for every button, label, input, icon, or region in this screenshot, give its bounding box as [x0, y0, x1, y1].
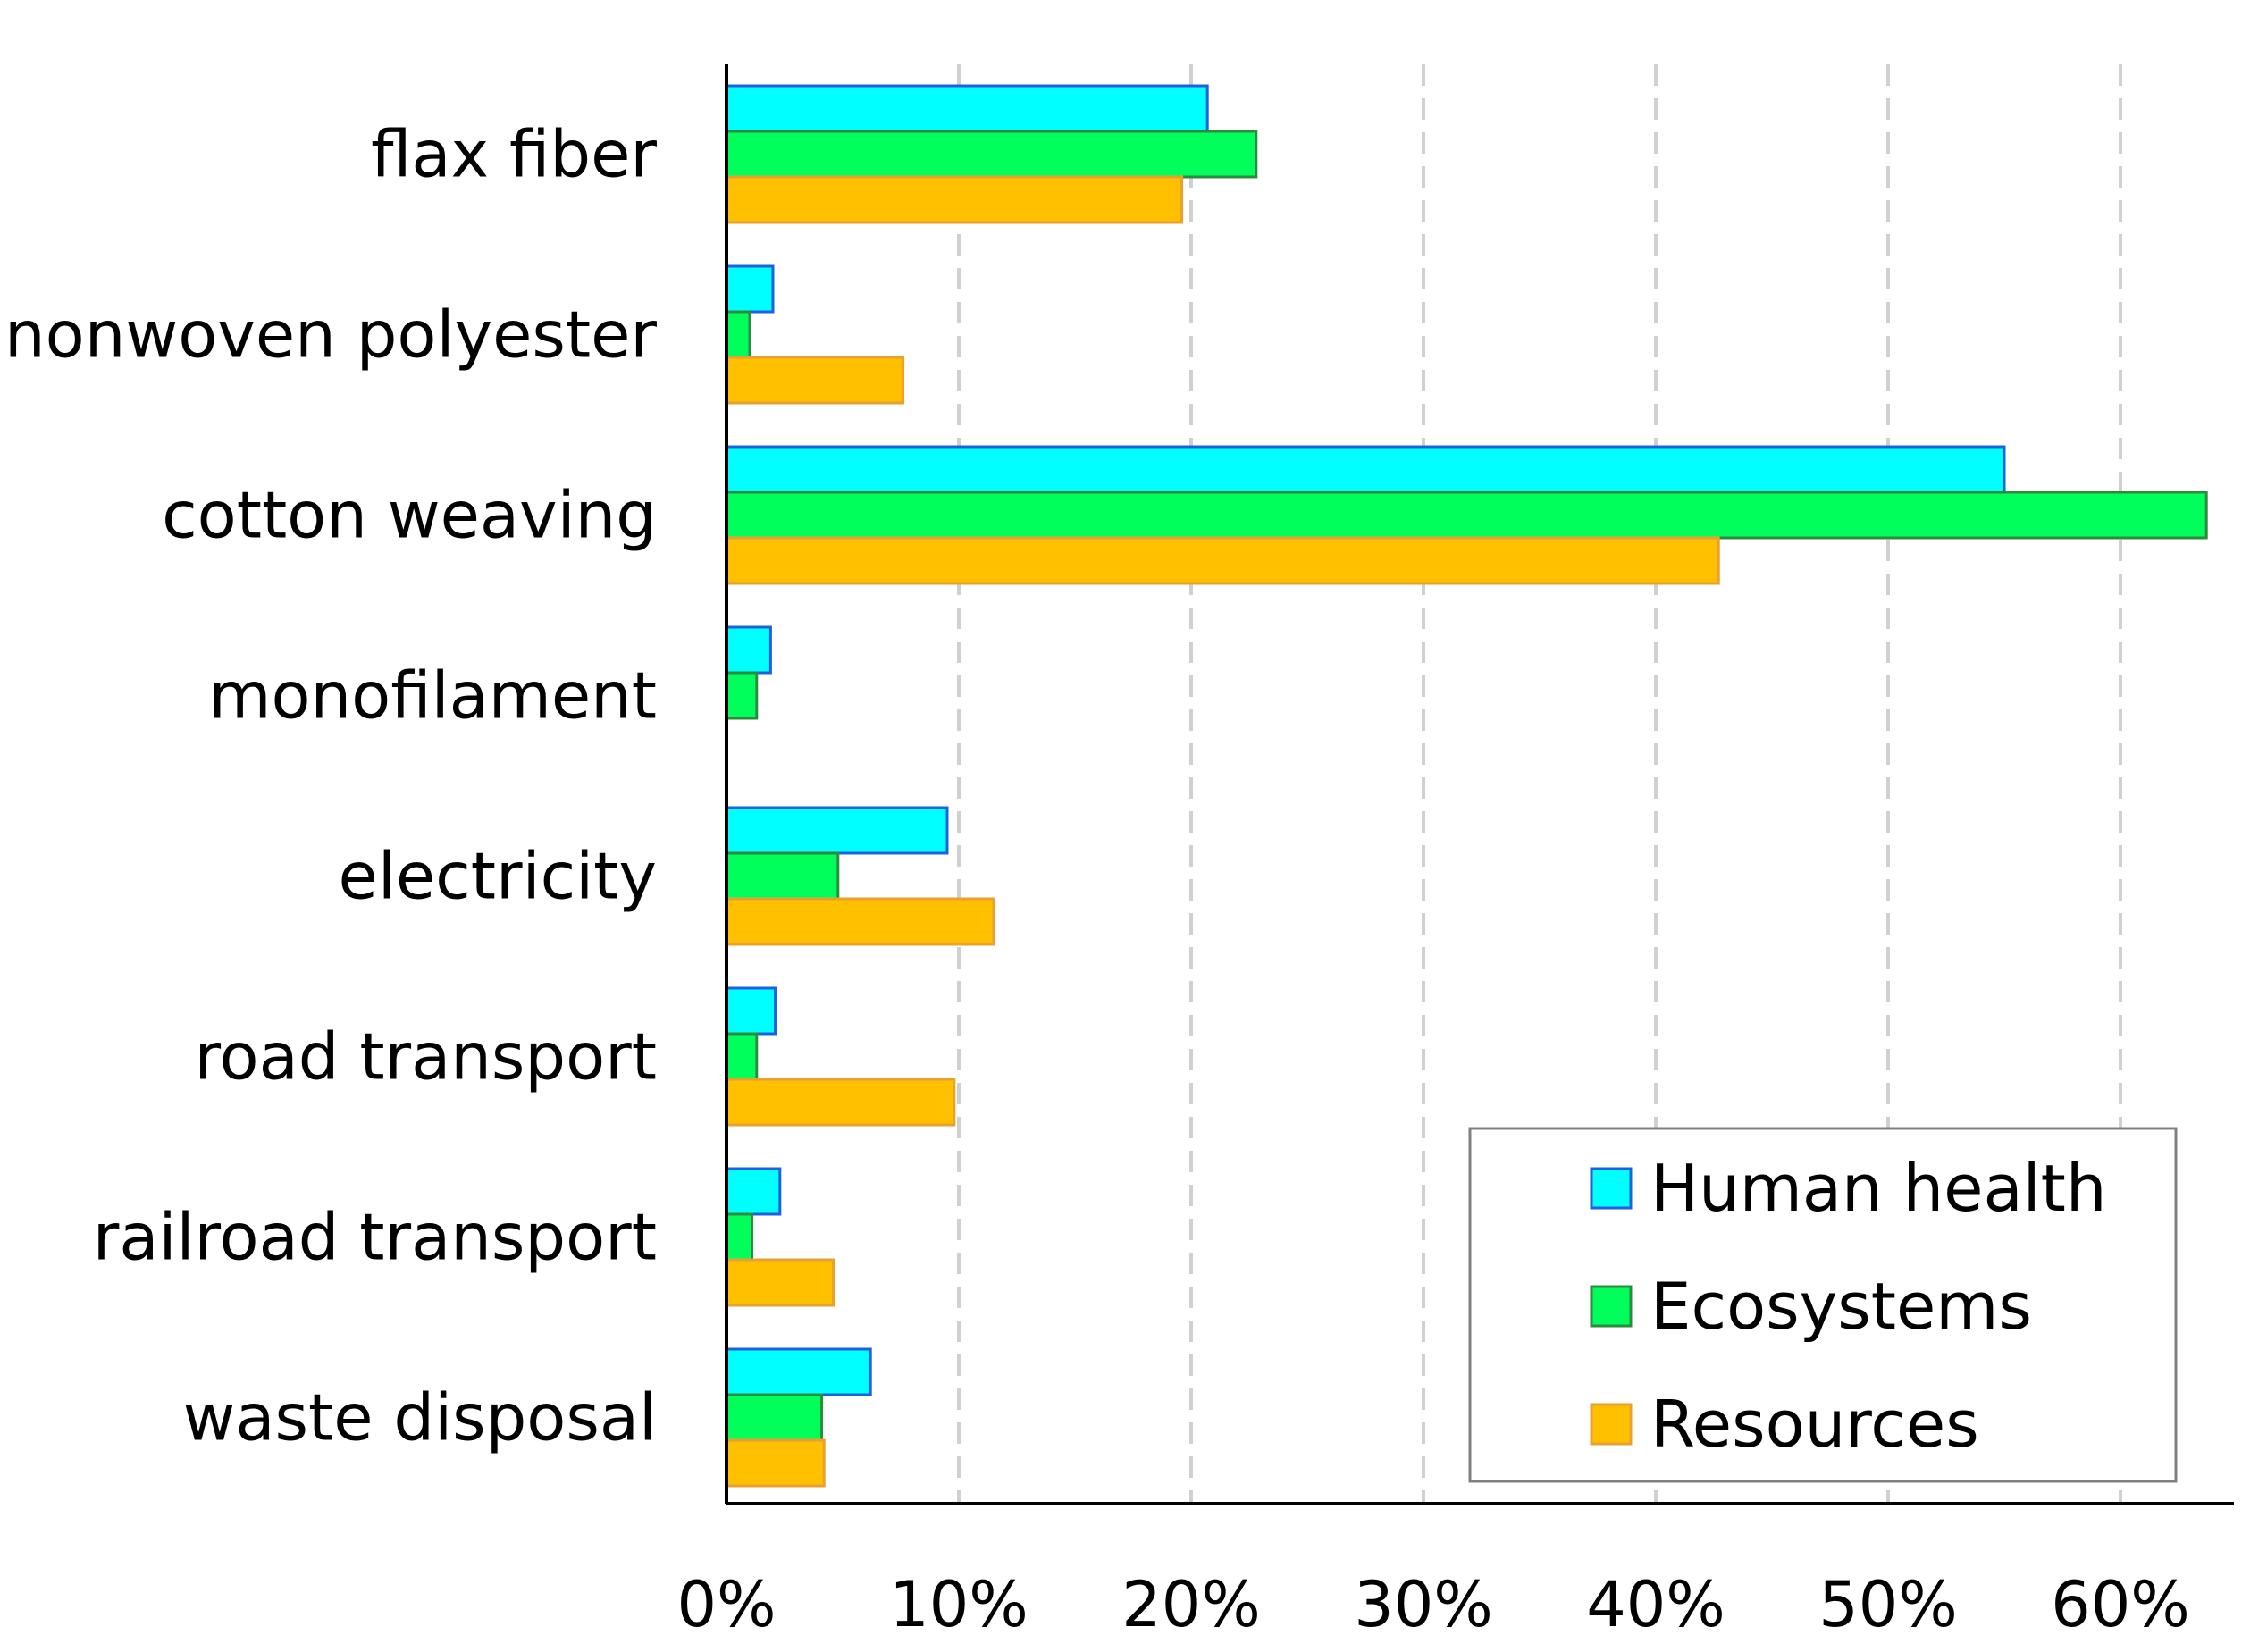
bar-human-health [725, 1167, 782, 1216]
bar-resources [725, 1258, 835, 1307]
x-tick-label: 10% [889, 1568, 1029, 1641]
bar-resources [725, 536, 1720, 585]
category-label: cotton weaving [162, 478, 657, 553]
bar-resources [725, 175, 1184, 224]
legend-label: Resources [1650, 1387, 1979, 1462]
bar-ecosystems [725, 1212, 754, 1262]
bar-human-health [725, 264, 775, 314]
bar-ecosystems [725, 491, 2208, 540]
bar-human-health [725, 625, 772, 675]
legend-swatch [1590, 1403, 1633, 1446]
legend-swatch [1590, 1167, 1633, 1210]
legend-label: Ecosystems [1650, 1269, 2032, 1344]
bar-ecosystems [725, 1032, 759, 1081]
category-label: road transport [195, 1019, 657, 1094]
bar-human-health [725, 986, 777, 1036]
bar-resources [725, 356, 905, 405]
bar-resources [725, 1438, 826, 1488]
bar-ecosystems [725, 851, 840, 901]
bar-ecosystems [725, 130, 1258, 179]
x-tick-labels: 0% 10% 20% 30% 40% 50% 60% [676, 1568, 2189, 1641]
bar-human-health [725, 445, 2006, 494]
bars [725, 84, 2208, 1488]
category-label: waste disposal [182, 1380, 657, 1455]
bar-ecosystems [725, 671, 759, 720]
x-tick-label: 60% [2051, 1568, 2190, 1641]
x-tick-label: 0% [676, 1568, 776, 1641]
bar-resources [725, 897, 995, 946]
category-label: flax fiber [371, 117, 657, 192]
x-tick-label: 20% [1121, 1568, 1261, 1641]
bar-human-health [725, 1347, 872, 1396]
category-label: monofilament [208, 658, 657, 734]
legend-box [1468, 1127, 2178, 1483]
bar-resources [725, 1078, 956, 1127]
category-label: nonwoven polyester [4, 298, 657, 373]
bar-human-health [725, 806, 949, 855]
bar-human-health [725, 84, 1209, 133]
legend: Human health Ecosystems Resources [1468, 1127, 2178, 1483]
bar-ecosystems [725, 310, 751, 359]
category-label: railroad transport [93, 1200, 657, 1275]
legend-swatch [1590, 1285, 1633, 1328]
x-tick-label: 50% [1818, 1568, 1958, 1641]
legend-label: Human health [1650, 1151, 2106, 1226]
x-tick-label: 40% [1586, 1568, 1725, 1641]
bar-ecosystems [725, 1393, 824, 1442]
category-labels: flax fiber nonwoven polyester cotton weavi… [4, 117, 657, 1455]
category-label: electricity [339, 839, 657, 914]
x-tick-label: 30% [1354, 1568, 1493, 1641]
